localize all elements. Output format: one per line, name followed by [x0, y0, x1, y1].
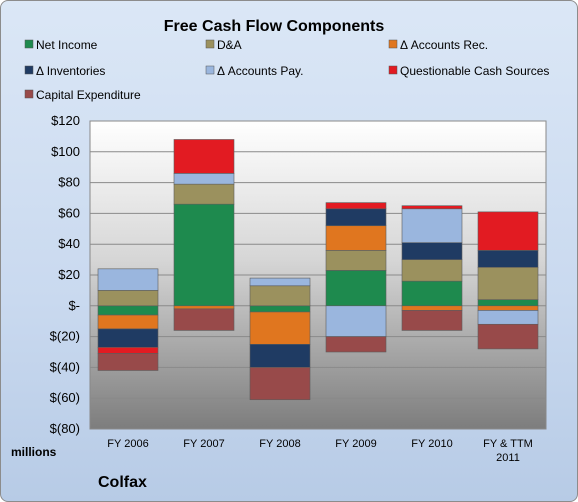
bar-segment — [173, 305, 235, 310]
bar-segment — [401, 242, 463, 260]
legend-swatch — [388, 65, 398, 75]
x-tick-label: FY 2007 — [183, 438, 224, 450]
y-axis-ticks: $120 $100 $80 $60 $40 $20 $- $(20) $(40) $(60) $(8… — [50, 113, 80, 436]
x-axis-ticks: FY 2006 FY 2007 FY 2008 FY 2009 FY 2010 FY & … — [107, 438, 533, 464]
y-tick-label: $80 — [58, 175, 80, 190]
bar-segment — [173, 139, 235, 174]
bar-segment — [477, 305, 539, 311]
bars — [97, 139, 539, 401]
legend-label: Net Income — [36, 38, 98, 52]
bar-segment — [173, 308, 235, 331]
bar-segment — [325, 250, 387, 271]
bar-segment — [173, 183, 235, 205]
bar-segment — [325, 305, 387, 337]
x-tick-label: FY & TTM 2011 — [483, 438, 533, 464]
x-tick-label: FY 2008 — [259, 438, 300, 450]
bar-segment — [477, 299, 539, 307]
bar-segment — [401, 205, 463, 210]
bar-segment — [249, 367, 311, 401]
bar-segment — [401, 305, 463, 311]
legend-label: Capital Expenditure — [36, 88, 141, 102]
bar-segment — [477, 211, 539, 251]
bar-segment — [97, 314, 159, 330]
y-tick-label: $(60) — [50, 390, 80, 405]
y-tick-label: $- — [68, 298, 80, 313]
bar-segment — [173, 203, 235, 307]
y-tick-label: $40 — [58, 236, 80, 251]
legend-label: D&A — [217, 38, 242, 52]
bar-segment — [249, 285, 311, 307]
bar-segment — [401, 208, 463, 243]
x-tick-label: FY 2010 — [411, 438, 452, 450]
legend-label: Questionable Cash Sources — [400, 64, 549, 78]
bar-segment — [477, 266, 539, 300]
bar-segment — [477, 250, 539, 268]
legend-swatch — [205, 39, 215, 49]
legend-swatch — [205, 65, 215, 75]
y-tick-label: $(20) — [50, 329, 80, 344]
bar-segment — [477, 310, 539, 325]
bar-segment — [401, 310, 463, 331]
bar-segment — [249, 305, 311, 313]
y-tick-label: $60 — [58, 205, 80, 220]
bar-segment — [401, 280, 463, 307]
legend-swatch — [24, 89, 34, 99]
bar-segment — [325, 202, 387, 210]
bar-segment — [325, 336, 387, 353]
legend-label: Δ Inventories — [36, 64, 105, 78]
y-axis-unit-label: millions — [11, 445, 57, 459]
bar-segment — [477, 323, 539, 350]
legend: Net Income D&A Δ Accounts Rec. Δ Inventorie… — [24, 38, 549, 102]
bar-segment — [401, 259, 463, 282]
legend-swatch — [388, 39, 398, 49]
bar-segment — [249, 277, 311, 287]
bar-segment — [249, 311, 311, 345]
y-tick-label: $120 — [51, 113, 80, 128]
gridlines — [90, 120, 546, 430]
x-tick-label: FY 2009 — [335, 438, 376, 450]
chart-title: Free Cash Flow Components — [164, 18, 385, 35]
bar-segment — [173, 173, 235, 185]
legend-label: Δ Accounts Rec. — [400, 38, 488, 52]
bar-segment — [325, 208, 387, 227]
bar-segment — [249, 343, 311, 368]
bar-segment — [97, 305, 159, 316]
bar-segment — [97, 290, 159, 307]
bar-segment — [97, 268, 159, 291]
x-tick-label: FY 2006 — [107, 438, 148, 450]
bar-segment — [97, 353, 159, 371]
bar-segment — [325, 225, 387, 251]
bar-segment — [97, 347, 159, 354]
legend-swatch — [24, 39, 34, 49]
y-tick-label: $(80) — [50, 421, 80, 436]
legend-swatch — [24, 65, 34, 75]
bar-segment — [97, 328, 159, 348]
y-tick-label: $20 — [58, 267, 80, 282]
company-label: Colfax — [98, 474, 147, 491]
y-tick-label: $(40) — [50, 359, 80, 374]
y-tick-label: $100 — [51, 144, 80, 159]
legend-label: Δ Accounts Pay. — [217, 64, 304, 78]
bar-segment — [325, 270, 387, 307]
